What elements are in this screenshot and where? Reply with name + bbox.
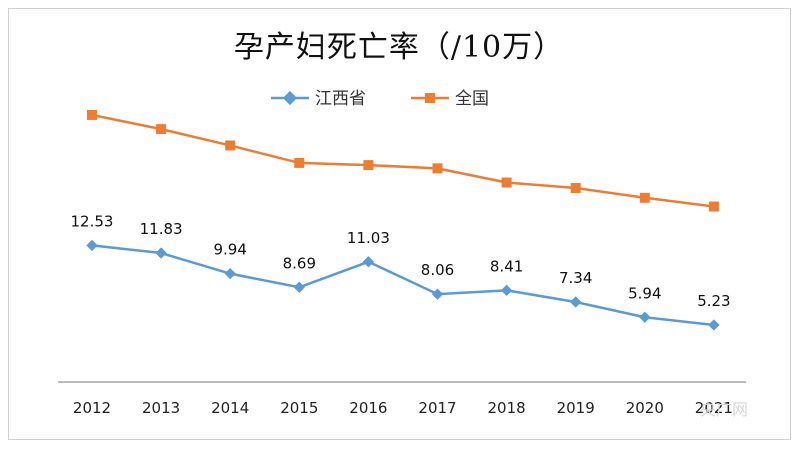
point-1-2014 bbox=[225, 140, 236, 151]
x-tick-label-2016: 2016 bbox=[349, 399, 387, 417]
data-label-0-2015: 8.69 bbox=[283, 254, 316, 272]
point-1-2016 bbox=[363, 160, 374, 171]
legend-label-jiangxi: 江西省 bbox=[315, 89, 366, 109]
point-0-2021 bbox=[708, 319, 720, 331]
series-line-0 bbox=[91, 244, 715, 327]
x-tick-label-2019: 2019 bbox=[557, 399, 595, 417]
point-0-2019 bbox=[570, 296, 582, 308]
legend: 江西省 全国 bbox=[271, 89, 489, 109]
x-tick-label-2017: 2017 bbox=[418, 399, 456, 417]
point-1-2012 bbox=[87, 109, 97, 120]
data-label-0-2013: 11.83 bbox=[140, 220, 183, 238]
point-1-2017 bbox=[432, 163, 443, 174]
x-tick-label-2012: 2012 bbox=[73, 399, 111, 417]
point-0-2020 bbox=[639, 311, 651, 323]
point-0-2015 bbox=[293, 281, 305, 293]
legend-marker-national bbox=[425, 93, 435, 103]
x-tick-label-2014: 2014 bbox=[211, 399, 249, 417]
legend-label-national: 全国 bbox=[455, 89, 489, 109]
x-tick-label-2013: 2013 bbox=[142, 399, 180, 417]
chart-frame bbox=[8, 8, 791, 440]
point-1-2013 bbox=[156, 124, 167, 135]
point-0-2018 bbox=[500, 284, 513, 296]
chart-title: 孕产妇死亡率（/10万） bbox=[233, 30, 565, 65]
data-label-0-2018: 8.41 bbox=[490, 257, 523, 275]
data-label-0-2021: 5.23 bbox=[697, 292, 730, 310]
plot-area: 2012 2013 2014 2015 2016 2017 2018 2019 2020 2021… bbox=[71, 109, 733, 417]
point-0-2017 bbox=[431, 288, 444, 300]
data-label-0-2019: 7.34 bbox=[559, 269, 592, 287]
point-1-2018 bbox=[501, 177, 512, 188]
data-label-0-2016: 11.03 bbox=[347, 229, 390, 247]
point-0-2014 bbox=[224, 267, 236, 280]
point-1-2019 bbox=[570, 182, 581, 193]
data-label-0-2012: 12.53 bbox=[71, 212, 114, 230]
data-label-0-2014: 9.94 bbox=[213, 241, 246, 259]
point-1-2015 bbox=[294, 157, 305, 168]
data-label-0-2020: 5.94 bbox=[628, 284, 661, 302]
point-0-2013 bbox=[155, 247, 167, 259]
x-tick-label-2021: 2021 bbox=[695, 399, 733, 417]
point-1-2020 bbox=[639, 192, 650, 203]
legend-marker-jiangxi bbox=[282, 90, 298, 106]
x-tick-label-2020: 2020 bbox=[626, 399, 664, 417]
x-tick-label-2018: 2018 bbox=[488, 399, 526, 417]
point-0-2012 bbox=[86, 239, 98, 252]
x-tick-label-2015: 2015 bbox=[280, 399, 318, 417]
data-label-0-2017: 8.06 bbox=[421, 261, 454, 279]
watermark: 央广网 bbox=[700, 400, 749, 419]
series-line-1 bbox=[91, 113, 715, 208]
point-0-2016 bbox=[362, 256, 375, 268]
point-1-2021 bbox=[708, 201, 719, 212]
